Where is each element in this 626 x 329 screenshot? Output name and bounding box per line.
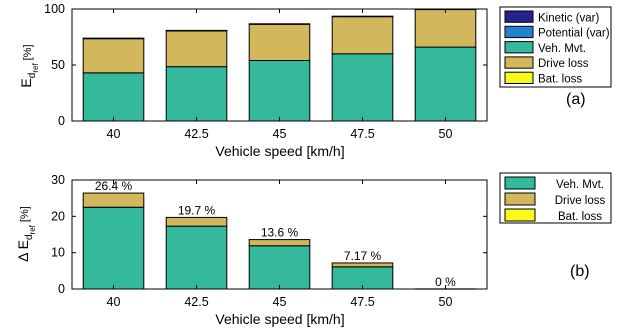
svg-text:Δ Edref[%]: Δ Edref [%] — [15, 206, 37, 262]
bar-veh-mvt--3 — [331, 53, 394, 122]
legend-swatch-0 — [504, 176, 536, 190]
y-label-unit-b: [%] — [19, 206, 31, 222]
y-label-main-a: E — [18, 78, 34, 87]
bar-veh-mvt--1 — [165, 66, 228, 122]
bar-drive-loss-1 — [165, 30, 228, 68]
x-tick-label-1: 42.5 — [184, 127, 208, 141]
bar-drive-loss-1 — [165, 216, 228, 227]
y-tick-label-2: 20 — [51, 209, 65, 223]
data-label-1: 19.7 % — [178, 203, 216, 217]
y-tick-label-2: 100 — [44, 2, 65, 16]
bar-kinetic-var--0 — [82, 37, 145, 40]
y-tick-label-1: 50 — [51, 58, 65, 72]
y-label-sub1-b: d — [24, 234, 35, 240]
data-label-0: 26.4 % — [95, 179, 133, 193]
y-tick-label-1: 10 — [51, 246, 65, 260]
x-tick-label-1: 42.5 — [184, 295, 208, 309]
bar-drive-loss-3 — [331, 16, 394, 55]
svg-text:Edref[%]: Edref [%] — [18, 44, 40, 87]
data-label-2: 13.6 % — [261, 226, 299, 240]
x-axis-label-b: Vehicle speed [km/h] — [215, 311, 344, 327]
bar-drive-loss-0 — [82, 38, 145, 74]
x-tick-label-4: 50 — [439, 295, 453, 309]
legend-label-0: Veh. Mvt. — [556, 179, 604, 191]
data-label-4: 0 % — [435, 275, 456, 289]
legend-swatch-0 — [504, 10, 534, 23]
x-tick-label-4: 50 — [439, 127, 453, 141]
y-label-unit-a: [%] — [22, 44, 34, 60]
panel-label-a: (a) — [566, 91, 586, 108]
bar-veh-mvt--2 — [248, 60, 311, 122]
legend-label-1: Drive loss — [555, 195, 606, 207]
legend-swatch-4 — [504, 71, 534, 84]
y-axis-label-b: Δ Edref [%] — [15, 206, 37, 262]
bar-drive-loss-2 — [248, 239, 311, 247]
bar-kinetic-var--3 — [331, 15, 394, 18]
legend-label-0: Kinetic (var) — [538, 12, 600, 24]
legend-label-2: Bat. loss — [558, 211, 602, 223]
chart-b: (b) Vehicle speed [km/h] Δ Edref [%] 26.4… — [15, 172, 612, 327]
bar-veh-mvt--0 — [82, 206, 145, 290]
bar-kinetic-var--1 — [165, 29, 228, 32]
y-label-sub2-b: ref — [28, 224, 37, 234]
bar-kinetic-var--2 — [248, 23, 311, 25]
legend-label-3: Drive loss — [538, 58, 589, 70]
x-tick-label-2: 45 — [273, 295, 287, 309]
legend-swatch-2 — [504, 208, 536, 222]
bar-drive-loss-4 — [414, 8, 477, 48]
y-tick-label-3: 30 — [51, 173, 65, 187]
y-label-sub2-a: ref — [31, 63, 40, 73]
x-tick-label-0: 40 — [107, 295, 121, 309]
y-tick-label-0: 0 — [58, 114, 65, 128]
y-label-sub1-a: d — [27, 73, 38, 79]
bar-veh-mvt--0 — [82, 72, 145, 122]
data-label-3: 7.17 % — [344, 249, 382, 263]
legend-swatch-3 — [504, 56, 534, 69]
legend-swatch-1 — [504, 25, 534, 39]
legend-label-2: Veh. Mvt. — [538, 43, 586, 55]
legend-label-1: Potential (var) — [538, 28, 610, 40]
panel-label-b: (b) — [570, 263, 590, 280]
bar-drive-loss-2 — [248, 23, 311, 62]
y-label-main-b: Δ E — [15, 240, 31, 262]
y-axis-label-a: Edref [%] — [18, 44, 40, 87]
bar-drive-loss-3 — [331, 262, 394, 268]
legend-label-4: Bat. loss — [538, 74, 582, 86]
chart-a: (a) Vehicle speed [km/h] Edref [%] 40 42.5… — [18, 2, 612, 159]
x-tick-label-0: 40 — [107, 127, 121, 141]
x-tick-label-3: 47.5 — [350, 295, 374, 309]
x-axis-label-a: Vehicle speed [km/h] — [215, 143, 344, 159]
bar-drive-loss-0 — [82, 192, 145, 208]
bar-veh-mvt--1 — [165, 225, 228, 290]
plot-frame — [71, 179, 488, 290]
legend-swatch-1 — [504, 192, 536, 206]
y-tick-label-0: 0 — [58, 282, 65, 296]
bar-veh-mvt--4 — [414, 46, 477, 122]
bar-veh-mvt--2 — [248, 245, 311, 290]
legend-swatch-2 — [504, 41, 534, 54]
plot-frame — [71, 8, 488, 122]
x-tick-label-3: 47.5 — [350, 127, 374, 141]
x-tick-label-2: 45 — [273, 127, 287, 141]
